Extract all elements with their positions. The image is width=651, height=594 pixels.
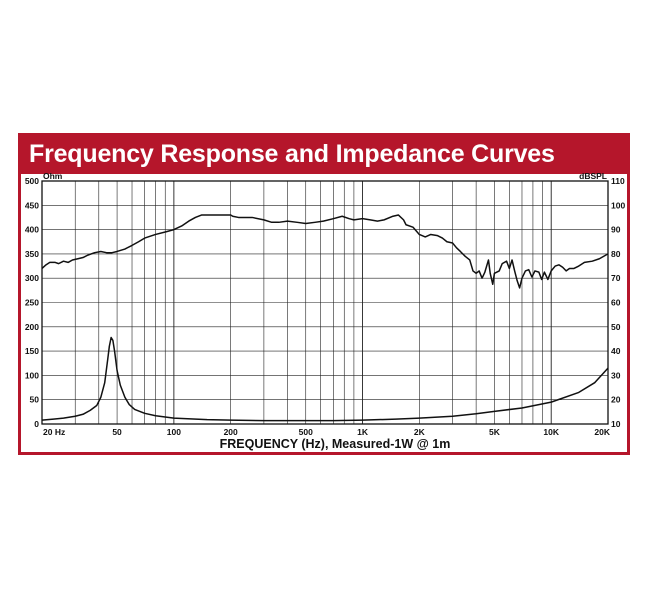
impedance-line — [41, 336, 609, 422]
right-tick-label: 100 — [611, 200, 625, 210]
left-tick-label: 400 — [25, 225, 39, 235]
left-tick-label: 350 — [25, 249, 39, 259]
frequency-response-line — [41, 214, 609, 289]
x-tick-label: 5K — [489, 427, 501, 437]
right-tick-label: 90 — [611, 225, 621, 235]
x-tick-label: 50 — [112, 427, 122, 437]
right-tick-label: 10 — [611, 419, 621, 429]
right-tick-label: 30 — [611, 370, 621, 380]
x-tick-label: 100 — [167, 427, 181, 437]
x-tick-label: 500 — [299, 427, 313, 437]
left-tick-label: 200 — [25, 322, 39, 332]
left-tick-label: 50 — [30, 395, 40, 405]
grid — [42, 181, 608, 424]
x-axis-label: FREQUENCY (Hz), Measured-1W @ 1m — [220, 437, 451, 451]
tick-labels: 0 50 100 150 200 250 300 350 400 450 500 10 20 30 40 50… — [25, 176, 626, 437]
right-tick-label: 80 — [611, 249, 621, 259]
x-tick-label: 2K — [414, 427, 426, 437]
x-tick-label: 10K — [543, 427, 559, 437]
left-tick-label: 0 — [34, 419, 39, 429]
series-lines — [41, 214, 609, 422]
right-tick-label: 40 — [611, 346, 621, 356]
left-tick-label: 150 — [25, 346, 39, 356]
right-tick-label: 70 — [611, 273, 621, 283]
plot-frame — [41, 180, 609, 425]
x-tick-label: 1K — [357, 427, 369, 437]
left-tick-label: 100 — [25, 370, 39, 380]
x-tick-label: 20K — [594, 427, 610, 437]
left-axis-unit: Ohm — [43, 171, 63, 181]
left-tick-label: 300 — [25, 273, 39, 283]
x-tick-label: 20 Hz — [43, 427, 65, 437]
right-tick-label: 50 — [611, 322, 621, 332]
right-axis-unit: dBSPL — [579, 171, 607, 181]
left-tick-label: 500 — [25, 176, 39, 186]
right-tick-label: 110 — [611, 176, 625, 186]
title-bar: Frequency Response and Impedance Curves — [21, 136, 627, 174]
chart-figure: Frequency Response and Impedance Curves … — [18, 133, 630, 455]
chart-svg: 0 50 100 150 200 250 300 350 400 450 500 10 20 30 40 50… — [25, 171, 626, 451]
left-tick-label: 250 — [25, 298, 39, 308]
chart-title: Frequency Response and Impedance Curves — [29, 140, 555, 168]
left-tick-label: 450 — [25, 200, 39, 210]
right-tick-label: 20 — [611, 395, 621, 405]
x-tick-label: 200 — [224, 427, 238, 437]
right-tick-label: 60 — [611, 298, 621, 308]
